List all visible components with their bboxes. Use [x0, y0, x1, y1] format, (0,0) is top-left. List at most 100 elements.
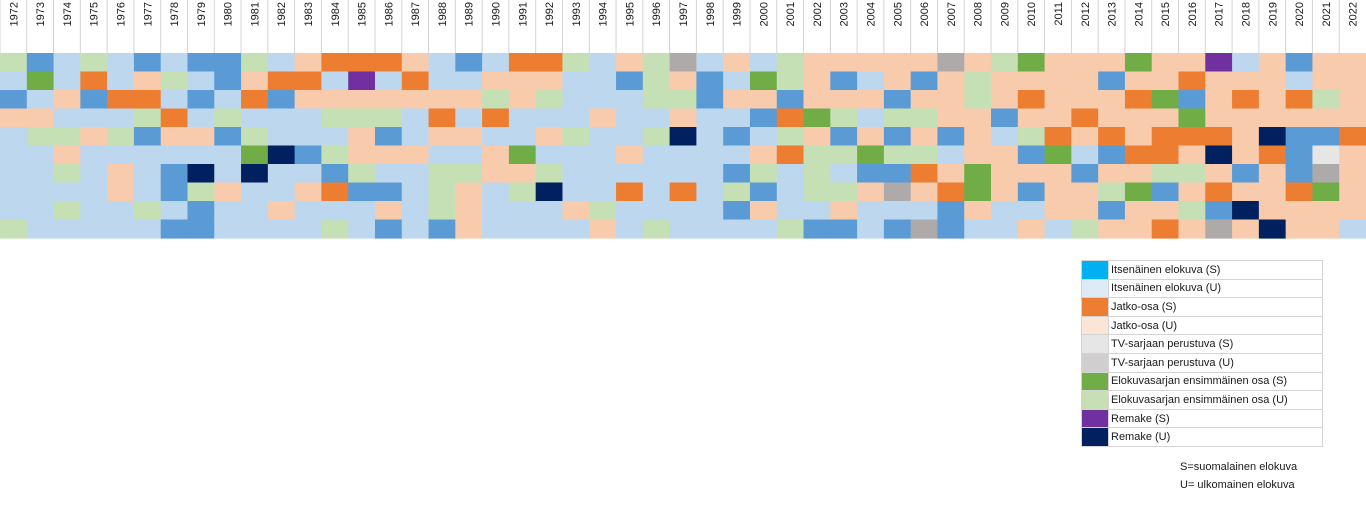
heatmap-cell-2010-3	[1017, 90, 1046, 110]
heatmap-cell-1989-6	[455, 145, 483, 165]
heatmap-cell-2021-4	[1312, 108, 1340, 128]
heatmap-cell-2002-5	[803, 127, 831, 147]
heatmap-cell-1976-10	[107, 219, 135, 239]
heatmap-cell-1980-7	[214, 164, 242, 184]
heatmap-cell-2008-1	[964, 53, 992, 73]
heatmap-cell-1972-7	[0, 164, 28, 184]
heatmap-cell-2004-5	[857, 127, 885, 147]
heatmap-cell-2007-3	[937, 90, 965, 110]
heatmap-cell-2013-6	[1098, 145, 1126, 165]
heatmap-cell-2013-3	[1098, 90, 1126, 110]
heatmap-cell-1986-6	[374, 145, 403, 165]
heatmap-cell-1992-3	[535, 90, 564, 110]
heatmap-cell-1976-9	[107, 201, 135, 221]
heatmap-cell-1999-3	[723, 90, 751, 110]
heatmap-cell-1976-7	[107, 164, 135, 184]
heatmap-cell-2006-7	[910, 164, 939, 184]
legend-label: Itsenäinen elokuva (S)	[1111, 263, 1221, 276]
heatmap-cell-1996-3	[642, 90, 671, 110]
heatmap-cell-1998-10	[696, 219, 724, 239]
heatmap-cell-1975-1	[80, 53, 108, 73]
heatmap-cell-2021-2	[1312, 71, 1340, 91]
heatmap-cell-1992-6	[535, 145, 564, 165]
heatmap-cell-2008-4	[964, 108, 992, 128]
heatmap-cell-2012-9	[1071, 201, 1099, 221]
heatmap-cell-2009-8	[991, 182, 1019, 202]
year-label-2002: 2002	[812, 2, 824, 26]
heatmap-cell-2022-2	[1339, 71, 1366, 91]
heatmap-cell-2007-9	[937, 201, 965, 221]
year-label-1982: 1982	[276, 2, 288, 26]
heatmap-cell-1996-7	[642, 164, 671, 184]
heatmap-cell-1983-10	[294, 219, 323, 239]
heatmap-cell-1983-3	[294, 90, 323, 110]
heatmap-cell-1989-5	[455, 127, 483, 147]
year-label-2016: 2016	[1187, 2, 1199, 26]
heatmap-cell-2016-6	[1178, 145, 1206, 165]
heatmap-cell-2011-2	[1044, 71, 1072, 91]
heatmap-cell-2009-1	[991, 53, 1019, 73]
heatmap-cell-2017-5	[1205, 127, 1233, 147]
year-label-1980: 1980	[223, 2, 235, 26]
heatmap-cell-1974-5	[53, 127, 81, 147]
heatmap-cell-2015-10	[1151, 219, 1180, 239]
heatmap-cell-2005-4	[883, 108, 912, 128]
heatmap-cell-2008-7	[964, 164, 992, 184]
heatmap-cell-1976-4	[107, 108, 135, 128]
heatmap-cell-2004-3	[857, 90, 885, 110]
legend-item: Jatko-osa (S)	[1082, 298, 1323, 317]
heatmap-cell-1982-7	[267, 164, 296, 184]
heatmap-cell-1983-4	[294, 108, 323, 128]
heatmap-cell-1988-8	[428, 182, 456, 202]
heatmap-cell-1974-7	[53, 164, 81, 184]
heatmap-cell-2013-1	[1098, 53, 1126, 73]
heatmap-cell-1991-6	[508, 145, 537, 165]
heatmap-cell-1974-1	[53, 53, 81, 73]
heatmap-cell-1973-5	[26, 127, 55, 147]
heatmap-cell-1975-4	[80, 108, 108, 128]
heatmap-cell-1972-10	[0, 219, 28, 239]
heatmap-cell-1985-6	[348, 145, 376, 165]
heatmap-cell-1991-2	[508, 71, 537, 91]
heatmap-cell-1996-9	[642, 201, 671, 221]
heatmap-cell-1977-3	[133, 90, 162, 110]
heatmap-cell-2014-10	[1124, 219, 1153, 239]
heatmap-cell-2018-7	[1232, 164, 1260, 184]
heatmap-cell-2017-1	[1205, 53, 1233, 73]
year-label-1990: 1990	[491, 2, 503, 26]
heatmap-cell-2009-7	[991, 164, 1019, 184]
heatmap-cell-2010-9	[1017, 201, 1046, 221]
heatmap-cell-2002-10	[803, 219, 831, 239]
heatmap-cell-1996-5	[642, 127, 671, 147]
heatmap-cell-2001-10	[776, 219, 805, 239]
heatmap-cell-1997-6	[669, 145, 697, 165]
heatmap-cell-2005-3	[883, 90, 912, 110]
legend-label: TV-sarjaan perustuva (U)	[1111, 356, 1234, 369]
heatmap-cell-2021-6	[1312, 145, 1340, 165]
heatmap-cell-2003-9	[830, 201, 858, 221]
heatmap-cell-1993-2	[562, 71, 590, 91]
heatmap-cell-1999-2	[723, 71, 751, 91]
heatmap-cell-1984-3	[321, 90, 349, 110]
heatmap-cell-1993-8	[562, 182, 590, 202]
heatmap-cell-2022-4	[1339, 108, 1366, 128]
heatmap-cell-2022-6	[1339, 145, 1366, 165]
heatmap-cell-2000-8	[749, 182, 778, 202]
heatmap-cell-1985-5	[348, 127, 376, 147]
heatmap-cell-2021-5	[1312, 127, 1340, 147]
heatmap-cell-2012-8	[1071, 182, 1099, 202]
heatmap-cell-1984-10	[321, 219, 349, 239]
heatmap-cell-2000-6	[749, 145, 778, 165]
heatmap-cell-2019-1	[1258, 53, 1287, 73]
heatmap-cell-1972-4	[0, 108, 28, 128]
heatmap-cell-2010-4	[1017, 108, 1046, 128]
heatmap-cell-1997-3	[669, 90, 697, 110]
heatmap-cell-1985-1	[348, 53, 376, 73]
heatmap-cell-2010-1	[1017, 53, 1046, 73]
heatmap-cell-2014-4	[1124, 108, 1153, 128]
heatmap-cell-1990-6	[482, 145, 510, 165]
heatmap-cell-1975-6	[80, 145, 108, 165]
heatmap-cell-2019-3	[1258, 90, 1287, 110]
heatmap-cell-1981-3	[241, 90, 269, 110]
heatmap-cell-2001-2	[776, 71, 805, 91]
